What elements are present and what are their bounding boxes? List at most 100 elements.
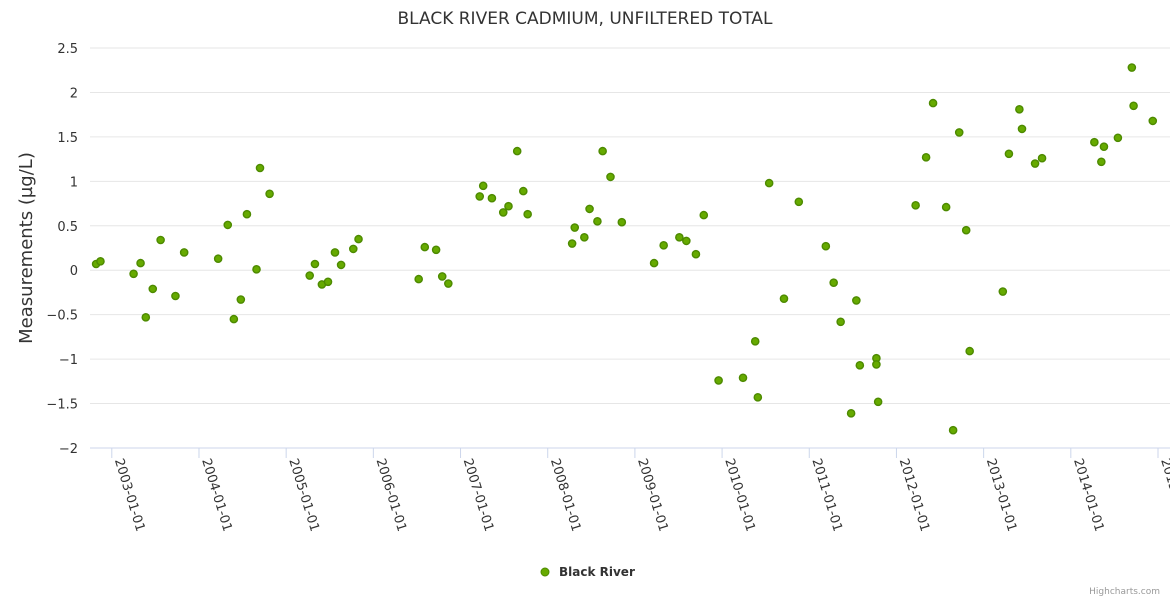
data-point[interactable] (750, 337, 760, 346)
data-point[interactable] (323, 277, 333, 287)
data-point[interactable] (911, 201, 920, 210)
data-point[interactable] (354, 234, 363, 244)
data-point[interactable] (928, 98, 938, 108)
y-tick-label: 2 (70, 86, 78, 101)
data-point[interactable] (305, 271, 315, 280)
data-point[interactable] (1090, 137, 1099, 147)
data-point[interactable] (129, 269, 138, 279)
data-point[interactable] (475, 192, 485, 201)
data-point[interactable] (872, 360, 881, 369)
data-point[interactable] (617, 217, 627, 227)
data-point[interactable] (1004, 149, 1014, 159)
data-point[interactable] (336, 260, 346, 270)
series-black-river[interactable] (91, 63, 1158, 435)
data-point[interactable] (593, 217, 602, 226)
data-point[interactable] (265, 189, 274, 199)
data-point[interactable] (714, 376, 723, 385)
data-point[interactable] (1099, 142, 1109, 151)
data-point[interactable] (444, 279, 453, 288)
data-point[interactable] (753, 393, 763, 402)
data-point[interactable] (998, 287, 1008, 296)
data-point[interactable] (821, 241, 831, 251)
data-point[interactable] (873, 397, 883, 407)
data-point[interactable] (498, 208, 508, 217)
data-point[interactable] (580, 233, 589, 242)
data-point[interactable] (242, 209, 252, 219)
data-point[interactable] (1030, 159, 1040, 168)
data-point[interactable] (965, 346, 974, 356)
data-point[interactable] (348, 244, 358, 254)
data-point[interactable] (948, 425, 958, 435)
data-point[interactable] (171, 291, 180, 301)
data-point[interactable] (954, 128, 964, 137)
y-tick-label: 1.5 (57, 131, 78, 146)
data-point[interactable] (585, 204, 594, 214)
data-point[interactable] (512, 146, 522, 156)
data-point[interactable] (659, 241, 668, 250)
data-point[interactable] (148, 284, 158, 294)
data-point[interactable] (764, 178, 774, 188)
data-point[interactable] (570, 223, 580, 232)
y-tick-label: −0.5 (46, 309, 78, 324)
data-point[interactable] (682, 236, 691, 246)
data-point[interactable] (567, 239, 577, 248)
chart-title: BLACK RIVER CADMIUM, UNFILTERED TOTAL (397, 9, 773, 29)
data-point[interactable] (1129, 101, 1138, 111)
legend-marker-icon (540, 567, 550, 577)
legend-item-black-river[interactable]: Black River (559, 565, 635, 579)
data-point[interactable] (649, 258, 659, 268)
data-point[interactable] (1097, 157, 1106, 167)
data-point[interactable] (675, 233, 684, 242)
data-point[interactable] (229, 314, 239, 324)
data-point[interactable] (141, 313, 151, 322)
data-point[interactable] (1015, 105, 1024, 114)
data-point[interactable] (829, 278, 838, 287)
credits-link[interactable]: Highcharts.com (1089, 587, 1160, 597)
data-point[interactable] (236, 295, 246, 304)
data-point[interactable] (852, 296, 861, 305)
data-point[interactable] (223, 220, 233, 230)
data-point[interactable] (252, 265, 261, 274)
data-point[interactable] (136, 258, 145, 268)
data-point[interactable] (437, 272, 447, 281)
data-point[interactable] (487, 193, 497, 203)
data-point[interactable] (96, 257, 105, 266)
data-point[interactable] (478, 181, 488, 191)
data-point[interactable] (941, 202, 951, 212)
data-point[interactable] (330, 248, 340, 257)
data-point[interactable] (598, 146, 607, 156)
data-point[interactable] (699, 210, 709, 220)
data-point[interactable] (504, 201, 513, 211)
data-point[interactable] (179, 248, 189, 257)
data-point[interactable] (1127, 63, 1137, 72)
data-point[interactable] (961, 225, 971, 235)
data-point[interactable] (1037, 153, 1047, 163)
data-point[interactable] (794, 197, 804, 207)
data-point[interactable] (414, 274, 423, 284)
data-point[interactable] (921, 153, 931, 162)
data-point[interactable] (738, 373, 748, 383)
data-point[interactable] (156, 235, 165, 245)
data-point[interactable] (1148, 116, 1158, 126)
data-point[interactable] (523, 209, 532, 219)
data-point[interactable] (779, 294, 789, 303)
data-point[interactable] (846, 409, 856, 418)
data-point[interactable] (213, 254, 223, 263)
data-point[interactable] (836, 317, 845, 327)
y-tick-label: 1 (70, 175, 78, 190)
y-tick-label: −2 (59, 442, 78, 457)
data-point[interactable] (691, 249, 701, 259)
data-point[interactable] (1113, 133, 1123, 143)
data-point[interactable] (519, 186, 528, 196)
data-point[interactable] (255, 163, 265, 173)
legend[interactable]: Black River (540, 565, 635, 579)
data-point[interactable] (431, 245, 441, 255)
y-tick-label: −1 (59, 353, 78, 368)
data-point[interactable] (606, 172, 615, 182)
data-point[interactable] (855, 361, 865, 370)
data-point[interactable] (1017, 124, 1027, 134)
data-point[interactable] (310, 259, 320, 269)
data-point[interactable] (420, 242, 430, 252)
